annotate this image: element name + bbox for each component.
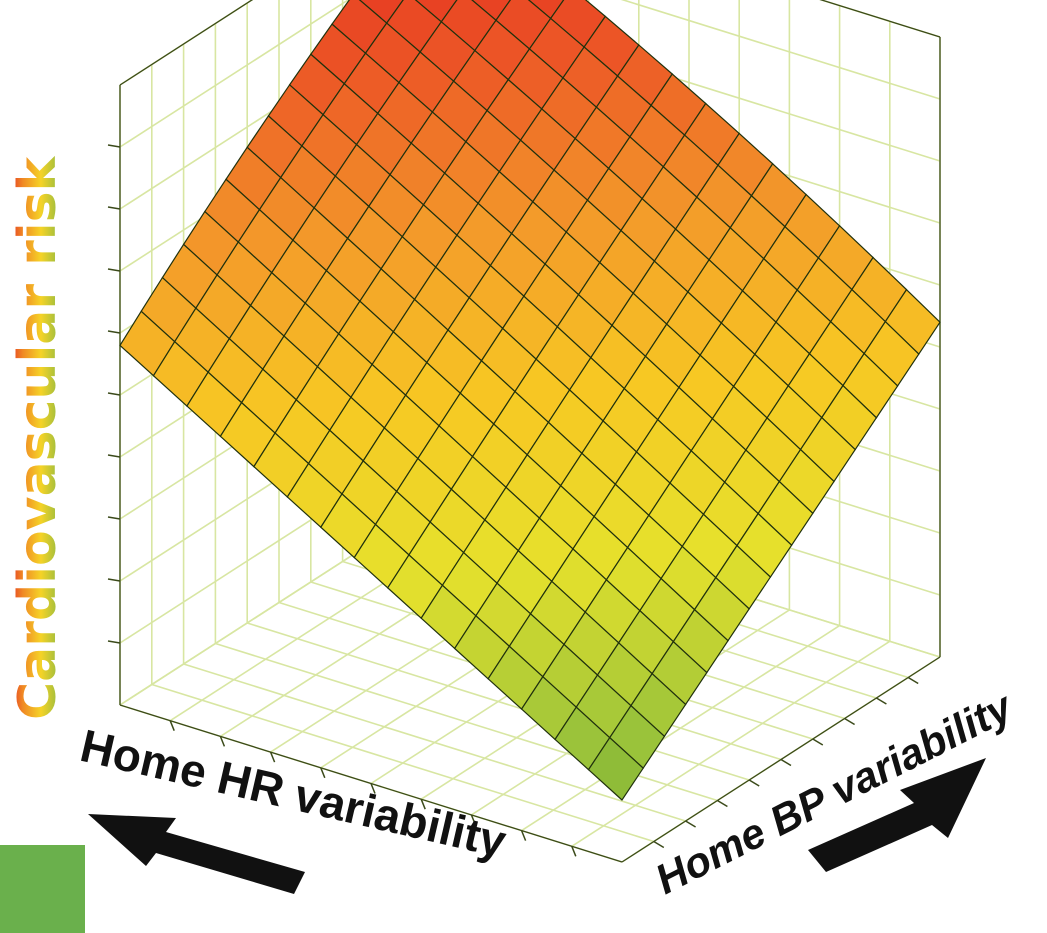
z-axis-tick <box>107 268 121 272</box>
hr-axis-tick <box>219 736 226 747</box>
z-axis-tick <box>107 578 121 582</box>
wall-grid-line <box>119 0 350 148</box>
bp-axis-tick <box>812 738 824 746</box>
legend-swatch <box>0 845 85 933</box>
hr-axis-tick <box>571 846 577 857</box>
bp-arrow-right-icon <box>808 758 986 872</box>
bp-axis-tick <box>876 697 887 705</box>
bp-axis-tick <box>844 717 855 726</box>
z-axis-tick <box>107 516 121 520</box>
wall-grid-line <box>620 0 941 100</box>
hr-axis-tick <box>520 830 527 841</box>
hr-axis-tick <box>269 751 276 763</box>
bp-axis-tick <box>685 820 696 828</box>
hr-axis-tick <box>169 720 175 731</box>
z-axis-tick <box>107 144 121 148</box>
bp-axis-tick <box>748 779 760 787</box>
hr-axis-tick <box>470 814 477 826</box>
hr-arrow-left-icon <box>88 814 305 894</box>
surface-cell <box>587 736 644 801</box>
hr-axis-tick <box>420 798 426 810</box>
hr-axis-tick <box>370 783 376 794</box>
bp-axis-tick <box>780 758 792 767</box>
z-axis-tick <box>107 454 121 458</box>
axis-ticks <box>107 144 919 857</box>
hr-axis-tick <box>320 767 326 779</box>
bp-axis-tick <box>717 799 728 808</box>
z-axis-tick <box>107 330 121 334</box>
z-axis-tick <box>107 206 121 210</box>
risk-surface <box>119 0 941 801</box>
box-edge <box>819 0 941 38</box>
bp-axis-tick <box>907 676 919 685</box>
z-axis-title: Cardiovascular risk <box>8 155 68 720</box>
box-edge <box>119 0 254 86</box>
z-axis-tick <box>107 640 121 644</box>
bp-axis-tick <box>653 840 665 849</box>
z-axis-tick <box>107 392 121 396</box>
surface-cell <box>527 0 565 20</box>
